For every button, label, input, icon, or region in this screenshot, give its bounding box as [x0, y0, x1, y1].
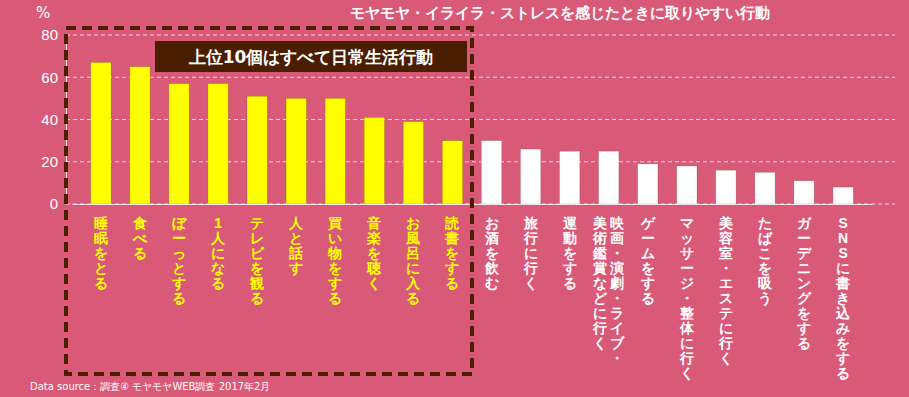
x-tick: ゲームをする: [640, 204, 656, 306]
y-tick-label: 60: [41, 69, 58, 86]
y-tick-label: 20: [41, 153, 58, 170]
bar: [169, 84, 189, 204]
x-tick: 1人になる: [210, 204, 226, 291]
title: モヤモヤ・イライラ・ストレスを感じたときに取りやすい行動: [350, 4, 770, 22]
y-tick-label: 0: [50, 195, 58, 212]
x-tick: 旅行に行く: [523, 204, 539, 291]
bar: [794, 181, 814, 204]
source: Data source：調査④ モヤモヤWEB調査 2017年2月: [30, 381, 270, 392]
x-tick-label: ゲームをする: [640, 215, 656, 306]
x-tick: 人と話す: [288, 204, 304, 276]
x-tick-label: SNSに書き込みをする: [835, 215, 851, 381]
bar: [716, 170, 736, 204]
x-tick: テレビを観る: [249, 204, 265, 306]
x-tick: 食べる: [132, 204, 148, 261]
x-tick: 音楽を聴く: [366, 204, 382, 291]
annotation: 上位10個はすべて日常生活行動: [188, 47, 434, 67]
bar: [638, 164, 658, 204]
x-tick-label: 睡眠をとる: [94, 215, 108, 291]
highlight-box: [66, 28, 472, 374]
bar: [677, 166, 697, 204]
bar: [208, 84, 228, 204]
bar: [325, 98, 345, 204]
y-tick: 80: [41, 26, 66, 43]
bar: [130, 67, 150, 204]
grid-line: [66, 35, 895, 36]
x-tick-label: マッサージ・整体に行く: [679, 215, 695, 381]
x-tick-label: 美容室・エステに行く: [718, 215, 733, 366]
x-tick-label: たばこを吸う: [758, 215, 773, 307]
y-tick: 40: [41, 111, 66, 128]
bar: [520, 149, 540, 204]
bar: [442, 141, 462, 204]
bar: [247, 96, 267, 204]
x-tick-label: ぼーっとする: [171, 215, 188, 306]
bar: [560, 151, 580, 204]
x-tick-label: テレビを観る: [249, 215, 265, 306]
x-tick-label: 人と話す: [288, 215, 304, 276]
x-tick: 読書をする: [444, 204, 459, 291]
bar: [286, 98, 306, 204]
bar: [364, 117, 384, 204]
x-tick: 睡眠をとる: [94, 204, 108, 291]
x-tick: 運動をする: [562, 204, 578, 291]
background: [0, 0, 909, 397]
bar: [91, 62, 111, 204]
y-tick: 60: [41, 69, 66, 86]
x-tick: 映画・演劇・ライブ・美術鑑賞などに行く: [592, 204, 625, 366]
annotation-box: [155, 41, 467, 72]
chart: 0 20 40 60 80% 睡眠をとる 食べる ぼーっとする 1人になる テレビを観る 人と話す 買…: [0, 0, 909, 397]
x-tick-label: 食べる: [132, 215, 148, 261]
x-tick: お風呂に入る: [405, 204, 421, 306]
bar: [833, 187, 853, 204]
grid-line: [66, 119, 895, 120]
x-tick: マッサージ・整体に行く: [679, 204, 695, 381]
x-tick-label: 運動をする: [562, 215, 578, 291]
y-tick: 20: [41, 153, 66, 170]
x-tick-label: 買い物をする: [327, 215, 342, 306]
x-tick: 美容室・エステに行く: [718, 204, 733, 366]
x-tick-label: 読書をする: [444, 215, 459, 291]
grid: [66, 35, 895, 204]
x-tick-label: 1人になる: [210, 215, 226, 291]
bar: [481, 141, 501, 204]
x-tick: ぼーっとする: [171, 204, 188, 306]
x-tick: ガーデニングをする: [796, 204, 812, 351]
x-tick: たばこを吸う: [758, 204, 773, 307]
x-tick-label: 旅行に行く: [523, 215, 539, 291]
y-tick: 0: [50, 195, 66, 212]
y-axis: 0 20 40 60 80: [41, 26, 66, 212]
y-axis-title: %: [36, 4, 50, 22]
y-tick-label: 80: [41, 26, 58, 43]
grid-line: [66, 161, 895, 162]
bar: [403, 122, 423, 204]
bar: [599, 151, 619, 204]
x-tick: SNSに書き込みをする: [835, 204, 851, 381]
x-tick-label: お酒を飲む: [484, 215, 500, 291]
x-tick-label: 映画・演劇・ライブ・美術鑑賞などに行く: [592, 215, 625, 366]
x-tick: 買い物をする: [327, 204, 342, 306]
y-tick-label: 40: [41, 111, 58, 128]
grid-line: [66, 77, 895, 78]
x-tick: お酒を飲む: [484, 204, 500, 291]
x-tick-label: ガーデニングをする: [796, 215, 812, 351]
bar: [755, 172, 775, 204]
x-tick-label: お風呂に入る: [405, 215, 421, 306]
x-tick-label: 音楽を聴く: [366, 215, 382, 291]
